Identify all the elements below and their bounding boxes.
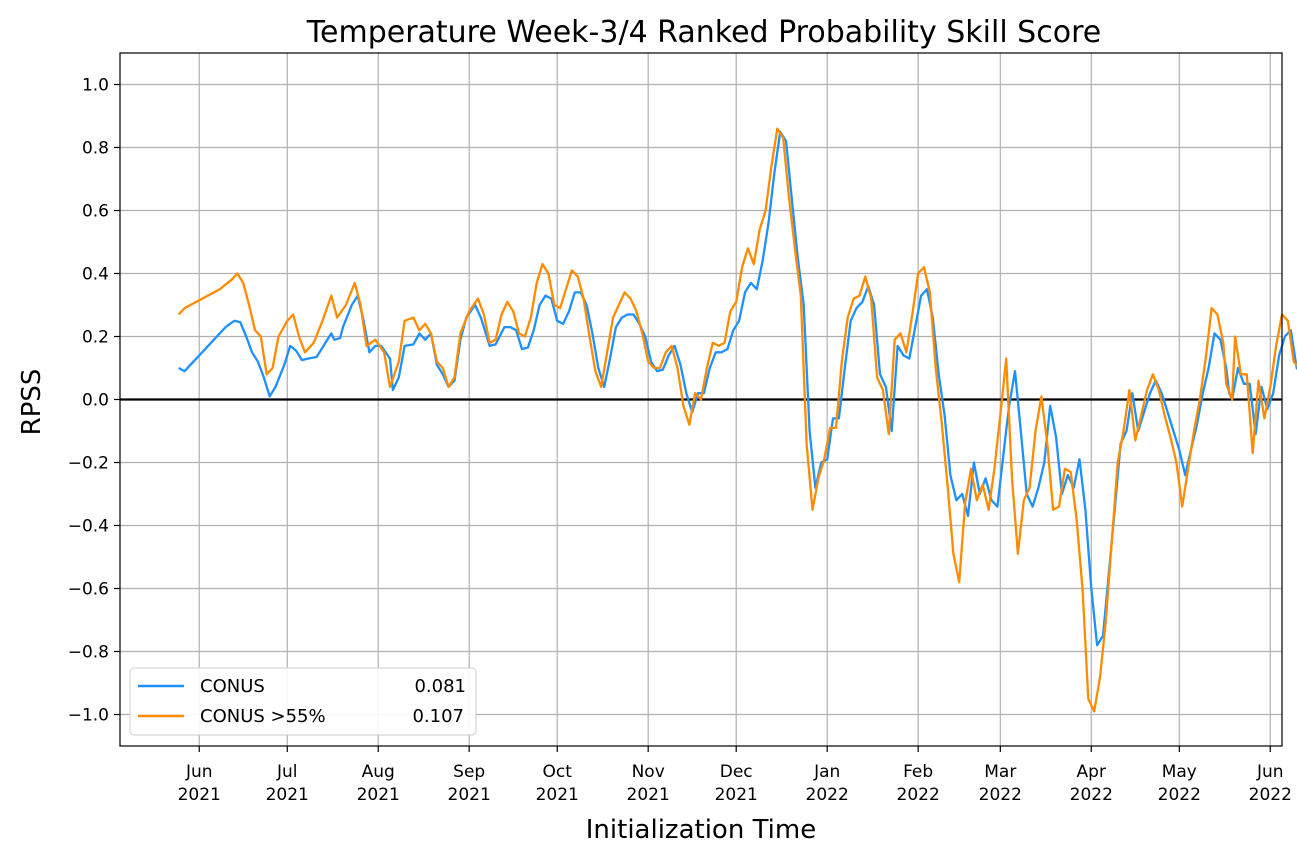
series-line-conus-55 bbox=[177, 127, 1297, 713]
x-tick-label-year: 2021 bbox=[178, 785, 221, 805]
legend-label-conus-55: CONUS >55% bbox=[200, 706, 326, 727]
x-tick-label-month: Jun bbox=[185, 762, 213, 782]
y-tick-label: 0.6 bbox=[82, 202, 109, 222]
x-tick-label-month: Feb bbox=[903, 762, 933, 782]
series-layer bbox=[177, 127, 1297, 713]
x-tick-label-month: Sep bbox=[453, 762, 485, 782]
series-line-conus bbox=[178, 130, 1297, 647]
x-tick-label-year: 2022 bbox=[1158, 785, 1201, 805]
y-tick-label: −0.6 bbox=[68, 580, 109, 600]
x-tick-label-year: 2022 bbox=[1249, 785, 1292, 805]
y-tick-label: −1.0 bbox=[68, 706, 109, 726]
y-tick-label: −0.4 bbox=[68, 517, 109, 537]
x-tick-label-year: 2021 bbox=[715, 785, 758, 805]
x-tick-label-year: 2021 bbox=[266, 785, 309, 805]
x-tick-label-year: 2022 bbox=[979, 785, 1022, 805]
x-tick-label-year: 2021 bbox=[357, 785, 400, 805]
x-tick-label-month: Dec bbox=[720, 762, 753, 782]
x-tick-label-year: 2021 bbox=[536, 785, 579, 805]
y-tick-label: 0.0 bbox=[82, 391, 109, 411]
legend-value-conus: 0.081 bbox=[414, 676, 466, 697]
y-axis-ticks: 1.0 0.8 0.6 0.4 0.2 0.0 −0.2 −0.4 −0.6 −0.8 −1.0 bbox=[68, 76, 120, 726]
legend-box bbox=[129, 667, 477, 736]
x-tick-label-month: Mar bbox=[984, 762, 1016, 782]
x-tick-label-month: Jan bbox=[813, 762, 840, 782]
x-axis-ticks: Jun 2021 Jul 2021 Aug 2021 Sep 2021 Oct 2021 Nov 20… bbox=[178, 746, 1292, 805]
legend: CONUS 0.081 CONUS >55% 0.107 bbox=[129, 667, 477, 736]
y-tick-label: 1.0 bbox=[82, 76, 109, 96]
x-tick-label-year: 2022 bbox=[897, 785, 940, 805]
x-tick-label-month: Nov bbox=[632, 762, 665, 782]
x-tick-label-year: 2022 bbox=[806, 785, 849, 805]
chart-title: Temperature Week-3/4 Ranked Probability … bbox=[306, 15, 1101, 50]
x-tick-label-month: Apr bbox=[1077, 762, 1106, 782]
x-tick-label-month: Aug bbox=[362, 762, 395, 782]
x-axis-label: Initialization Time bbox=[586, 815, 816, 845]
x-tick-label-year: 2021 bbox=[627, 785, 670, 805]
x-tick-label-month: Jul bbox=[276, 762, 298, 782]
legend-label-conus: CONUS bbox=[200, 676, 265, 697]
y-tick-label: 0.8 bbox=[82, 139, 109, 159]
x-tick-label-month: Jun bbox=[1256, 762, 1284, 782]
x-tick-label-year: 2022 bbox=[1070, 785, 1113, 805]
legend-value-conus-55: 0.107 bbox=[412, 706, 464, 727]
y-tick-label: −0.2 bbox=[68, 454, 109, 474]
y-tick-label: 0.4 bbox=[82, 265, 109, 285]
y-tick-label: −0.8 bbox=[68, 643, 109, 663]
x-tick-label-month: May bbox=[1162, 762, 1197, 782]
y-axis-label: RPSS bbox=[17, 369, 47, 436]
y-tick-label: 0.2 bbox=[82, 328, 109, 348]
x-tick-label-year: 2021 bbox=[448, 785, 491, 805]
x-tick-label-month: Oct bbox=[543, 762, 573, 782]
